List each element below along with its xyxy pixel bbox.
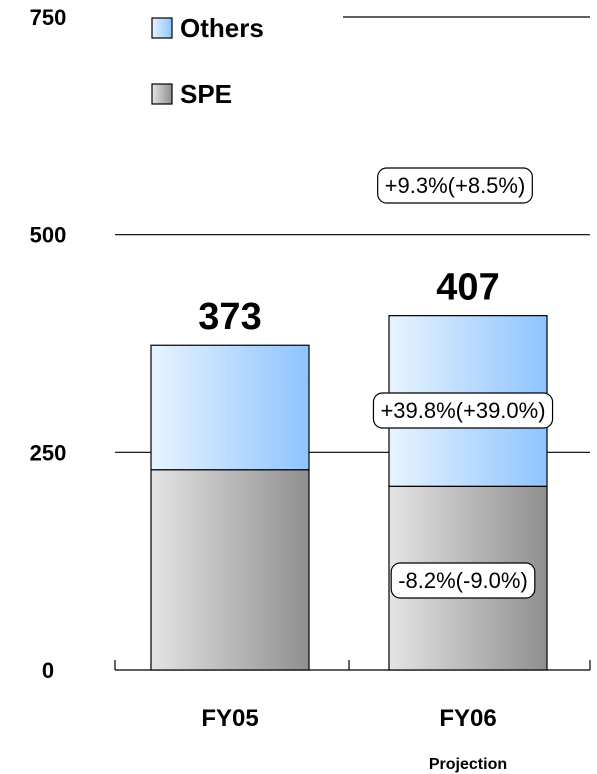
category-label-fy05: FY05	[201, 705, 258, 732]
y-tick-label-250: 250	[30, 440, 67, 465]
legend-label-spe: SPE	[180, 79, 232, 109]
y-tick-label-750: 750	[30, 5, 67, 30]
bar-spe-fy05	[150, 469, 310, 671]
annotation-box	[372, 392, 554, 429]
legend-swatch-spe	[151, 83, 173, 105]
total-label-fy06: 407	[436, 267, 499, 309]
legend-swatch-others	[151, 17, 173, 39]
annotation-text: +39.8%(+39.0%)	[380, 398, 545, 423]
category-sublabel-fy06: Projection	[429, 756, 507, 773]
bar-others-fy05	[150, 344, 310, 471]
annotation-total: +9.3%(+8.5%)	[377, 167, 533, 204]
legend-label-others: Others	[180, 13, 264, 43]
annotation-box	[377, 167, 533, 204]
y-tick-label-500: 500	[30, 223, 67, 248]
category-label-fy06: FY06	[439, 705, 496, 732]
annotation-box	[390, 562, 536, 599]
total-label-fy05: 373	[198, 296, 261, 338]
annotation-spe: -8.2%(-9.0%)	[390, 562, 536, 599]
annotation-text: -8.2%(-9.0%)	[398, 568, 528, 593]
annotation-text: +9.3%(+8.5%)	[385, 173, 526, 198]
annotation-others: +39.8%(+39.0%)	[372, 392, 554, 429]
y-tick-label-0: 0	[42, 658, 54, 683]
